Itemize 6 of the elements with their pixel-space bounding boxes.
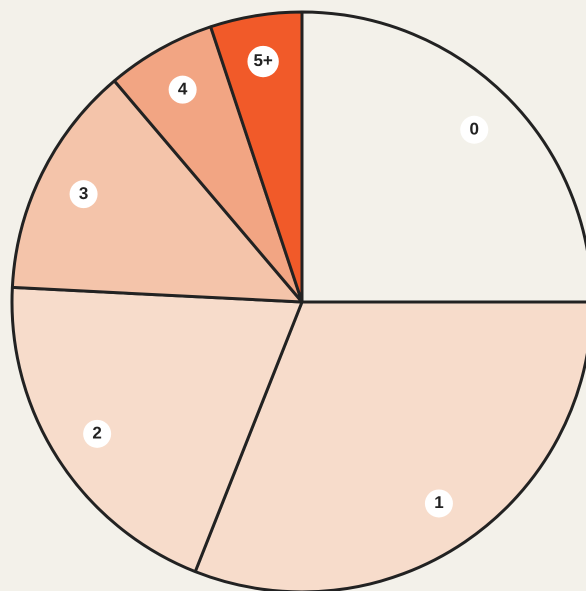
slice-label: 0 [470, 119, 479, 138]
slice-label: 1 [434, 493, 444, 512]
slice-label: 3 [78, 184, 88, 203]
slice-label: 2 [92, 424, 102, 443]
slice-label: 5+ [253, 51, 273, 70]
slice-label: 4 [178, 79, 188, 98]
